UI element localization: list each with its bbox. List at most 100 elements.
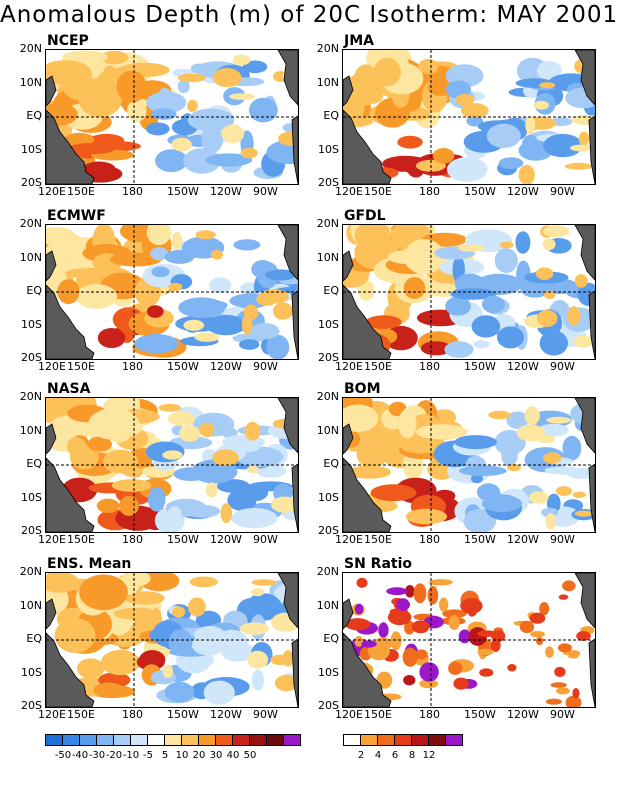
anomaly-contour	[476, 483, 501, 502]
latitude-tick-label: 10S	[21, 490, 42, 504]
land-mass	[291, 290, 298, 359]
anomaly-contour	[387, 609, 412, 626]
anomaly-contour	[574, 510, 593, 517]
longitude-tick-label: 120E	[335, 185, 363, 198]
anomaly-contour	[365, 315, 402, 329]
anomaly-contour	[494, 248, 518, 273]
anomaly-contour	[554, 666, 566, 677]
colorbar-label: -10	[122, 750, 140, 761]
anomaly-contour	[96, 498, 120, 513]
anomaly-contour	[403, 277, 426, 299]
anomaly-map	[45, 572, 299, 708]
latitude-tick-label: EQ	[323, 109, 339, 122]
anomaly-contour	[545, 698, 562, 705]
anomaly-contour	[404, 620, 415, 635]
anomaly-contour	[240, 147, 258, 159]
latitude-tick-label: 20N	[316, 565, 339, 578]
colorbar-swatch	[249, 734, 267, 746]
anomaly-contour	[179, 425, 201, 442]
anomaly-contour	[564, 162, 593, 170]
colorbar-label: -30	[88, 750, 106, 761]
anomaly-contour	[251, 588, 264, 597]
anomaly-contour	[460, 598, 483, 614]
colorbar-swatch	[79, 734, 97, 746]
anomaly-contour	[245, 593, 282, 621]
longitude-tick-label: 180	[122, 360, 143, 373]
colorbar-swatch	[45, 734, 63, 746]
land-mass	[277, 225, 298, 281]
longitude-tick-label: 120W	[507, 185, 539, 198]
anomaly-contour	[100, 649, 141, 676]
anomaly-colorbar: -50 -40 -30 -20 -10 -5 5 10 20 30 40 50	[45, 734, 301, 761]
anomaly-contour	[506, 411, 529, 429]
colorbar-label: -50	[54, 750, 72, 761]
land-mass	[46, 284, 95, 359]
anomaly-contour	[62, 50, 108, 64]
anomaly-contour	[568, 654, 579, 659]
anomaly-contour	[188, 597, 206, 617]
anomaly-contour	[206, 314, 246, 336]
latitude-tick-label: 10N	[19, 598, 42, 612]
anomaly-contour	[251, 579, 277, 586]
longitude-tick-label: 150W	[167, 708, 199, 721]
land-mass	[46, 109, 95, 184]
anomaly-contour	[460, 103, 489, 119]
anomaly-contour	[539, 330, 568, 356]
anomaly-contour	[205, 482, 218, 498]
anomaly-contour	[390, 631, 402, 651]
anomaly-contour	[155, 149, 188, 173]
anomaly-contour	[192, 635, 225, 656]
anomaly-contour	[544, 466, 581, 475]
longitude-tick-label: 120W	[507, 708, 539, 721]
anomaly-contour	[445, 296, 471, 316]
land-mass	[574, 225, 595, 281]
anomaly-contour	[119, 495, 139, 516]
anomaly-contour	[158, 403, 182, 412]
latitude-tick-label: EQ	[26, 457, 42, 470]
anomaly-contour	[525, 116, 536, 135]
anomaly-contour	[405, 508, 448, 525]
land-mass	[588, 638, 595, 707]
colorbar-swatch	[232, 734, 250, 746]
colorbar-swatch	[147, 734, 165, 746]
land-mass	[343, 284, 392, 359]
anomaly-contour	[562, 580, 576, 592]
anomaly-contour	[516, 424, 545, 442]
anomaly-contour	[499, 241, 514, 249]
anomaly-contour	[415, 424, 468, 440]
colorbar-swatch	[198, 734, 216, 746]
land-mass	[343, 250, 354, 282]
anomaly-contour	[265, 269, 297, 281]
anomaly-contour	[516, 260, 531, 289]
land-mass	[574, 50, 595, 106]
anomaly-contour	[247, 465, 259, 473]
colorbar-label: 20	[192, 750, 206, 761]
anomaly-contour	[167, 506, 182, 522]
anomaly-contour	[370, 484, 417, 502]
longitude-tick-label: 90W	[550, 360, 575, 373]
anomaly-contour	[146, 225, 172, 246]
longitude-tick-label: 150W	[167, 185, 199, 198]
anomaly-contour	[343, 404, 379, 433]
latitude-tick-label: 10N	[316, 598, 339, 612]
anomaly-contour	[378, 622, 389, 638]
anomaly-contour	[550, 682, 567, 688]
latitude-tick-label: 20N	[316, 217, 339, 230]
anomaly-map	[342, 397, 596, 533]
longitude-tick-label: 150E	[364, 185, 392, 198]
anomaly-contour	[539, 602, 550, 616]
latitude-tick-label: 20S	[21, 524, 42, 537]
longitude-tick-label: 90W	[550, 185, 575, 198]
longitude-tick-label: 120E	[38, 708, 66, 721]
colorbar-label: 2	[357, 750, 365, 761]
anomaly-contour	[496, 326, 525, 349]
anomaly-contour	[555, 687, 570, 695]
anomaly-contour	[545, 646, 554, 658]
anomaly-contour	[344, 618, 371, 631]
colorbar-swatch	[411, 734, 429, 746]
anomaly-contour	[519, 620, 535, 634]
anomaly-contour	[413, 583, 427, 604]
land-mass	[46, 250, 57, 282]
latitude-tick-label: 10N	[19, 75, 42, 89]
anomaly-contour	[177, 79, 190, 94]
